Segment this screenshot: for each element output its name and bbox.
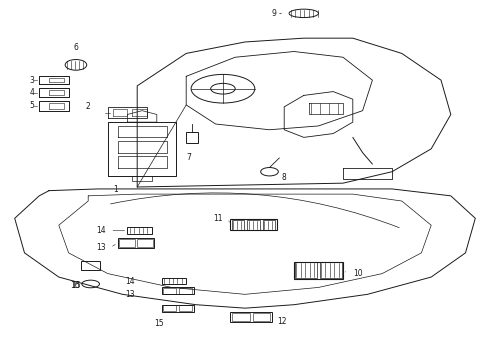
Text: 6: 6 [74,42,78,51]
Bar [179,288,192,294]
Text: 14: 14 [125,277,135,286]
Text: 7: 7 [186,153,191,162]
Bar [295,262,317,278]
Bar [232,220,245,230]
Bar [118,238,154,248]
Bar [247,220,260,230]
Bar [179,305,192,311]
Bar [163,305,176,311]
Text: 15: 15 [71,280,81,289]
Text: 8: 8 [282,173,287,182]
Text: 2: 2 [86,102,91,111]
Text: 4: 4 [29,88,34,97]
Bar [119,239,134,247]
Bar [253,313,270,321]
Bar [232,313,249,321]
Text: 5: 5 [29,102,34,111]
Text: 13: 13 [96,243,105,252]
Bar [294,261,343,279]
Text: 1: 1 [113,185,118,194]
Bar [320,262,342,278]
Text: 14: 14 [96,226,105,235]
Bar [186,132,198,143]
Bar [230,219,277,230]
Bar [137,239,153,247]
Text: 12: 12 [277,318,286,327]
Text: 16: 16 [70,281,79,290]
Bar [263,220,275,230]
Text: 9: 9 [272,9,277,18]
Text: 3: 3 [29,76,34,85]
Bar [127,227,152,234]
Text: 11: 11 [214,214,223,223]
Text: 15: 15 [154,319,164,328]
Bar [163,288,176,294]
Bar [230,312,272,322]
Bar [162,287,194,294]
Bar [81,261,100,270]
Text: 10: 10 [353,269,363,278]
Bar [162,305,194,312]
Bar [162,278,186,284]
Text: 13: 13 [125,290,135,299]
